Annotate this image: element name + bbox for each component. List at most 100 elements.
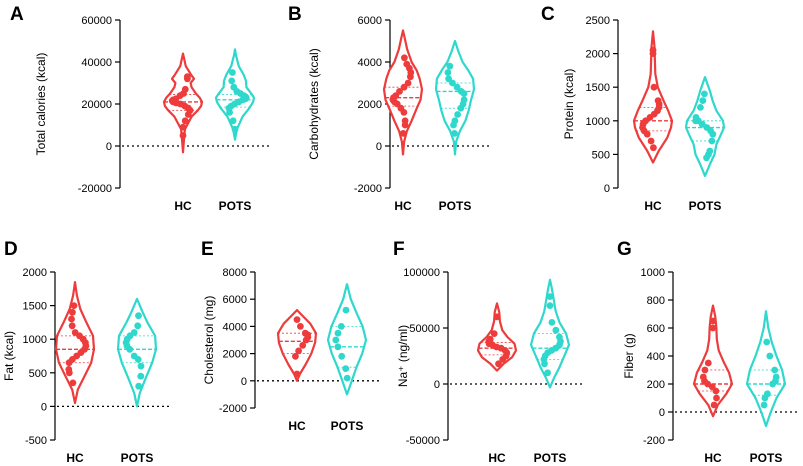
panel-d: D Fat (kcal) -500 0 500 1000 1500 2000 HC POTS	[2, 239, 172, 465]
x-category-label: POTS	[121, 451, 154, 465]
y-axis-title: Carbohydrates (kcal)	[307, 48, 321, 159]
data-point-pots	[130, 329, 138, 336]
data-point-hc	[301, 329, 309, 337]
data-point-hc	[650, 83, 658, 91]
y-tick-label: -50000	[406, 435, 440, 447]
data-point-hc	[404, 79, 412, 87]
x-category-label: POTS	[439, 199, 472, 213]
data-point-pots	[552, 326, 560, 334]
data-point-hc	[295, 347, 302, 355]
data-point-pots	[334, 329, 342, 337]
x-category-label: HC	[488, 451, 506, 465]
panel-g: G Fiber (g) -200 0 200 400 600 800 1000 HC POTS	[617, 239, 798, 465]
data-point-pots	[548, 319, 556, 326]
data-point-hc	[401, 54, 408, 62]
data-point-pots	[229, 69, 236, 76]
data-point-pots	[699, 97, 707, 104]
data-point-pots	[444, 69, 452, 76]
y-tick-label: -500	[25, 435, 47, 447]
data-point-hc	[184, 73, 191, 81]
y-tick-label: 400	[647, 351, 665, 363]
data-point-pots	[332, 336, 340, 344]
y-tick-label: -200	[643, 435, 665, 447]
data-point-pots	[135, 382, 143, 390]
data-point-hc	[68, 322, 76, 330]
data-point-hc	[495, 360, 502, 368]
data-point-pots	[130, 352, 138, 360]
data-point-hc	[179, 132, 187, 139]
y-tick-label: 2000	[358, 99, 382, 111]
data-point-pots	[229, 117, 237, 125]
y-tick-label: 500	[29, 368, 47, 380]
data-point-pots	[451, 130, 458, 137]
y-tick-label: 0	[659, 407, 665, 419]
data-point-pots	[446, 62, 454, 70]
y-tick-label: 4000	[358, 57, 382, 69]
data-point-pots	[544, 369, 551, 377]
y-axis-title: Protein (kcal)	[562, 69, 576, 140]
data-point-hc	[650, 144, 657, 152]
data-point-hc	[713, 394, 720, 402]
y-tick-label: 200	[647, 379, 665, 391]
data-point-pots	[137, 362, 145, 370]
y-tick-label: 0	[241, 376, 247, 388]
data-point-hc	[701, 366, 709, 374]
data-point-pots	[137, 372, 145, 380]
x-category-label: POTS	[331, 419, 364, 433]
panel-letter: C	[541, 4, 555, 25]
panel-letter: E	[201, 239, 214, 260]
violin-hc	[692, 304, 734, 418]
data-point-pots	[453, 83, 461, 91]
data-point-pots	[556, 333, 563, 341]
y-tick-label: 50000	[409, 323, 440, 335]
data-point-hc	[299, 342, 307, 349]
panel-letter: F	[393, 239, 405, 260]
data-point-hc	[292, 352, 299, 360]
y-tick-label: 20000	[81, 99, 112, 111]
y-tick-label: 0	[376, 141, 382, 153]
panel-letter: B	[288, 4, 302, 25]
panel-a: A Total calories (kcal) -20000 0 20000 40000 6…	[10, 4, 270, 213]
data-point-hc	[181, 85, 189, 93]
y-tick-label: 0	[434, 379, 440, 391]
violin-hc	[382, 29, 424, 156]
y-tick-label: 6000	[223, 294, 247, 306]
data-point-pots	[445, 75, 452, 83]
y-axis-title: Fiber (g)	[622, 333, 636, 378]
panel-letter: D	[4, 239, 18, 260]
violin-pots	[745, 310, 787, 428]
y-tick-label: 1000	[23, 334, 47, 346]
y-tick-label: 0	[604, 183, 610, 195]
y-tick-label: 2500	[586, 15, 610, 27]
violin-pots	[434, 39, 476, 156]
data-point-pots	[764, 390, 771, 398]
y-tick-label: 800	[647, 295, 665, 307]
data-point-hc	[490, 330, 498, 337]
x-category-label: HC	[704, 451, 722, 465]
data-point-hc	[396, 88, 403, 95]
data-point-hc	[68, 315, 75, 323]
x-category-label: POTS	[219, 199, 252, 213]
x-category-label: HC	[394, 199, 412, 213]
data-point-pots	[771, 366, 779, 374]
data-point-pots	[334, 343, 342, 351]
y-tick-label: -2000	[354, 183, 382, 195]
y-tick-label: 500	[592, 149, 610, 161]
x-category-label: POTS	[750, 451, 783, 465]
data-point-pots	[760, 401, 768, 409]
data-point-hc	[699, 373, 707, 381]
y-axis-title: Cholesterol (mg)	[202, 296, 216, 385]
data-point-hc	[70, 302, 78, 309]
data-point-hc	[65, 366, 73, 373]
data-point-hc	[710, 401, 718, 409]
data-point-pots	[343, 374, 351, 382]
data-point-hc	[401, 117, 409, 125]
data-point-hc	[399, 130, 407, 137]
y-tick-label: 2000	[586, 49, 610, 61]
x-category-label: HC	[66, 451, 84, 465]
violin-pots	[116, 297, 158, 408]
x-category-label: POTS	[534, 451, 567, 465]
y-tick-label: 0	[106, 141, 112, 153]
data-point-pots	[708, 137, 716, 145]
x-category-label: POTS	[689, 199, 722, 213]
